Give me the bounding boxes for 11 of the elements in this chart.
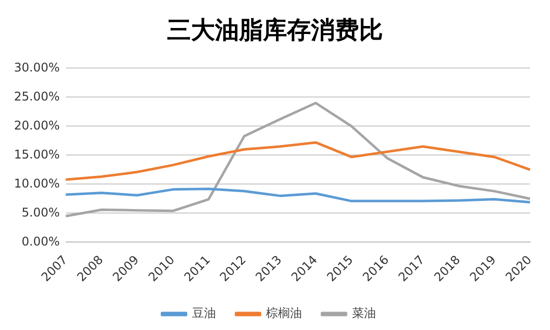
y-tick-label: 20.00% bbox=[14, 118, 60, 132]
y-tick-label: 15.00% bbox=[14, 147, 60, 162]
y-tick-label: 10.00% bbox=[14, 176, 60, 190]
chart-title: 三大油脂库存消费比 bbox=[166, 15, 384, 46]
y-tick-label: 30.00% bbox=[14, 60, 60, 74]
legend-label: 棕榈油 bbox=[266, 306, 302, 320]
y-tick-label: 25.00% bbox=[14, 89, 60, 104]
legend-label: 豆油 bbox=[192, 306, 216, 320]
y-tick-label: 5.00% bbox=[22, 205, 60, 220]
y-tick-label: 0.00% bbox=[22, 234, 60, 248]
legend-label: 菜油 bbox=[352, 306, 376, 320]
